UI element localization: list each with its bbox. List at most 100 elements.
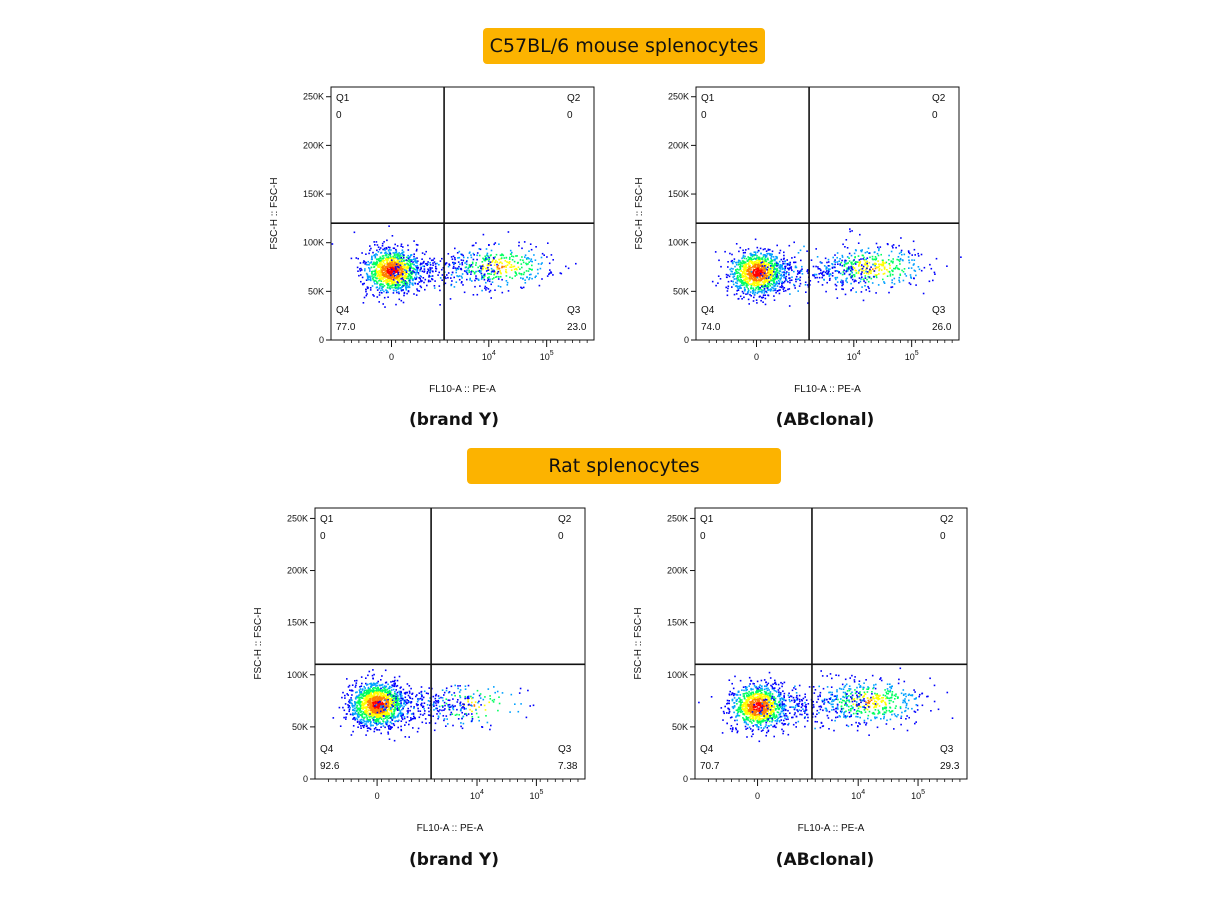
event-point (891, 286, 894, 288)
event-point (848, 268, 851, 270)
event-point (871, 258, 874, 260)
event-point (750, 260, 752, 262)
event-point (374, 722, 376, 724)
event-point (397, 291, 400, 293)
event-point (379, 247, 382, 249)
event-point (743, 262, 745, 264)
caption-mouse-abclonal: (ABclonal) (775, 410, 875, 430)
event-point (368, 714, 371, 717)
event-point (750, 285, 753, 287)
event-point (344, 697, 346, 699)
event-point (384, 269, 386, 271)
event-point (477, 279, 480, 281)
event-point (488, 280, 491, 283)
event-point (429, 262, 431, 264)
event-point (458, 714, 460, 716)
event-point (374, 720, 377, 723)
event-point (351, 690, 354, 692)
event-point (714, 251, 717, 253)
event-point (391, 708, 393, 710)
event-point (527, 270, 530, 272)
event-point (479, 265, 481, 267)
event-point (749, 283, 751, 286)
event-point (433, 285, 436, 287)
event-point (450, 705, 453, 708)
event-point (765, 255, 768, 257)
event-point (416, 700, 419, 703)
event-point (402, 246, 404, 248)
event-point (429, 270, 431, 273)
event-point (485, 715, 487, 717)
event-point (874, 251, 876, 253)
event-point (752, 272, 755, 275)
event-point (389, 709, 391, 712)
event-point (401, 717, 403, 719)
event-point (897, 259, 900, 261)
event-point (355, 257, 358, 259)
event-point (332, 717, 335, 719)
event-point (377, 266, 380, 268)
event-point (445, 698, 448, 700)
event-point (774, 285, 776, 287)
event-point (899, 258, 902, 261)
event-point (774, 259, 776, 262)
event-point (365, 715, 368, 717)
event-point (915, 284, 917, 286)
event-point (391, 259, 393, 261)
event-point (358, 694, 360, 696)
event-point (530, 258, 533, 260)
event-point (480, 265, 482, 268)
event-point (367, 691, 369, 693)
event-point (759, 258, 761, 261)
event-point (531, 264, 533, 267)
event-point (375, 268, 378, 270)
event-point (365, 711, 367, 714)
event-point (372, 713, 375, 716)
event-point (383, 705, 386, 708)
event-point (475, 264, 477, 266)
event-point (565, 265, 567, 268)
event-point (834, 283, 837, 286)
event-point (480, 272, 483, 275)
event-point (397, 713, 400, 716)
event-point (850, 254, 853, 257)
event-point (795, 275, 798, 278)
event-point (372, 699, 375, 701)
event-point (908, 259, 910, 262)
event-point (398, 271, 401, 273)
event-point (366, 730, 369, 732)
event-point (761, 265, 764, 267)
event-point (393, 703, 395, 705)
event-point (419, 285, 422, 287)
event-point (765, 277, 768, 280)
event-point (868, 269, 871, 272)
event-point (772, 278, 775, 280)
event-point (472, 258, 475, 261)
event-point (434, 280, 436, 282)
event-point (756, 259, 758, 261)
event-point (779, 279, 782, 281)
event-point (405, 264, 407, 266)
event-point (428, 276, 430, 278)
event-point (737, 289, 740, 291)
event-point (761, 261, 764, 263)
event-point (401, 718, 404, 721)
event-point (389, 270, 391, 273)
event-point (442, 699, 444, 702)
event-point (388, 275, 390, 278)
event-point (501, 692, 504, 694)
event-point (496, 268, 499, 270)
event-point (476, 252, 479, 254)
event-point (408, 270, 411, 272)
event-point (395, 277, 398, 279)
event-point (470, 256, 473, 259)
event-point (752, 290, 754, 292)
event-point (471, 716, 474, 718)
event-point (381, 709, 383, 711)
event-point (783, 290, 785, 292)
event-point (737, 261, 740, 263)
event-point (513, 260, 516, 263)
event-point (369, 289, 372, 291)
event-point (765, 266, 768, 268)
event-point (864, 277, 867, 279)
